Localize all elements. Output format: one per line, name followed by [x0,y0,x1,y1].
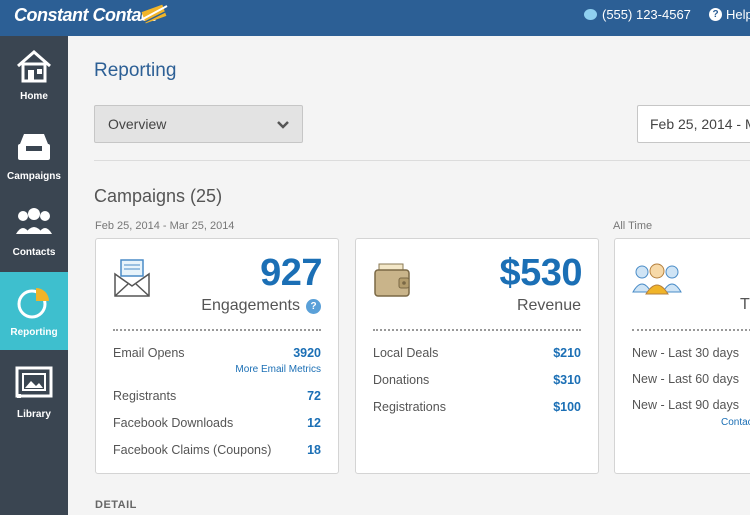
sidebar-item-contacts[interactable]: Contacts [0,192,68,270]
contacts-group-icon [632,263,682,295]
revenue-label-wrap: Revenue [517,297,581,315]
engagements-value: 927 [260,252,322,294]
sidebar-item-label: Library [17,409,51,420]
revenue-value: $530 [499,252,582,294]
metric-value: $210 [553,346,581,360]
engagements-label-wrap: Engagements ? [201,297,321,315]
revenue-card: $530 Revenue Local Deals $210 Donations … [355,238,599,474]
chat-bubble-icon [584,9,597,20]
house-icon [17,50,51,83]
metric-label: Registrations [373,400,446,414]
metric-row: Facebook Claims (Coupons) 18 [113,443,321,457]
sidebar-item-label: Reporting [10,327,58,338]
metric-label: Registrants [113,389,177,403]
metric-row: Email Opens 3920 [113,346,321,360]
sidebar-item-reporting[interactable]: Reporting [0,272,76,350]
sidebar-item-label: Contacts [12,247,56,258]
contacts-card: T New - Last 30 days New - Last 60 days … [614,238,750,474]
detail-heading: DETAIL [95,499,137,511]
logo-mark-icon [140,4,168,24]
sidebar-item-label: Home [20,91,48,102]
dotted-divider [632,329,750,331]
sidebar: Home Campaigns Contacts Reporting [0,36,76,515]
metric-row: New - Last 60 days [632,372,739,386]
metric-row: New - Last 90 days [632,398,739,412]
metric-row: Registrants 72 [113,389,321,403]
date-range-picker[interactable]: Feb 25, 2014 - Ma [637,105,750,143]
metric-row: Donations $310 [373,373,581,387]
page-title: Reporting [94,60,177,81]
brand-logo[interactable]: Constant Contact [14,5,157,25]
dotted-divider [373,329,581,331]
dotted-divider [113,329,321,331]
help-tooltip-icon[interactable]: ? [306,298,321,314]
metric-row: Local Deals $210 [373,346,581,360]
contacts-link[interactable]: Contac [721,417,750,428]
view-select-value: Overview [108,116,167,132]
engagements-label: Engagements [201,297,300,314]
top-bar: Constant Contact (555) 123-4567 ? Help [0,0,750,36]
campaigns-heading: Campaigns (25) [94,186,223,206]
metric-label: New - Last 30 days [632,346,739,360]
inbox-tray-icon [18,134,50,160]
wallet-icon [374,263,410,297]
phone-number: (555) 123-4567 [602,7,691,22]
metric-value: 3920 [293,346,321,360]
people-icon [16,208,52,234]
sidebar-item-home[interactable]: Home [0,36,68,114]
engagements-card: 927 Engagements ? Email Opens 3920 More … [95,238,339,474]
all-time-label: All Time [613,220,653,232]
help-link[interactable]: ? Help [709,7,750,22]
range-label: Feb 25, 2014 - Mar 25, 2014 [95,220,235,232]
metric-label: New - Last 90 days [632,398,739,412]
metric-label: Email Opens [113,346,185,360]
pie-chart-icon [17,288,49,319]
metric-label: Donations [373,373,430,387]
metric-value: $310 [553,373,581,387]
main-content: Reporting Overview Feb 25, 2014 - Ma Cam… [68,36,750,515]
image-frame-icon [15,366,53,398]
more-email-metrics-link[interactable]: More Email Metrics [235,364,321,375]
metric-row: Registrations $100 [373,400,581,414]
metric-value: 12 [307,416,321,430]
date-range-value: Feb 25, 2014 - Ma [650,116,750,132]
metric-label: Facebook Claims (Coupons) [113,443,272,457]
contacts-label-partial: T [740,296,750,313]
sidebar-item-campaigns[interactable]: Campaigns [0,116,68,194]
revenue-label: Revenue [516,297,581,314]
phone-link[interactable]: (555) 123-4567 [584,7,691,22]
view-select[interactable]: Overview [94,105,303,143]
chevron-down-icon [277,121,289,129]
sidebar-item-library[interactable]: Library [0,354,68,432]
metric-row: New - Last 30 days [632,346,739,360]
help-label: Help [726,7,750,22]
metric-row: Facebook Downloads 12 [113,416,321,430]
divider [94,160,750,161]
metric-value: $100 [553,400,581,414]
metric-label: New - Last 60 days [632,372,739,386]
metric-value: 72 [307,389,321,403]
sidebar-item-label: Campaigns [7,171,61,182]
metric-value: 18 [307,443,321,457]
metric-label: Local Deals [373,346,439,360]
help-icon: ? [709,8,722,21]
envelope-icon [114,259,150,297]
metric-label: Facebook Downloads [113,416,234,430]
